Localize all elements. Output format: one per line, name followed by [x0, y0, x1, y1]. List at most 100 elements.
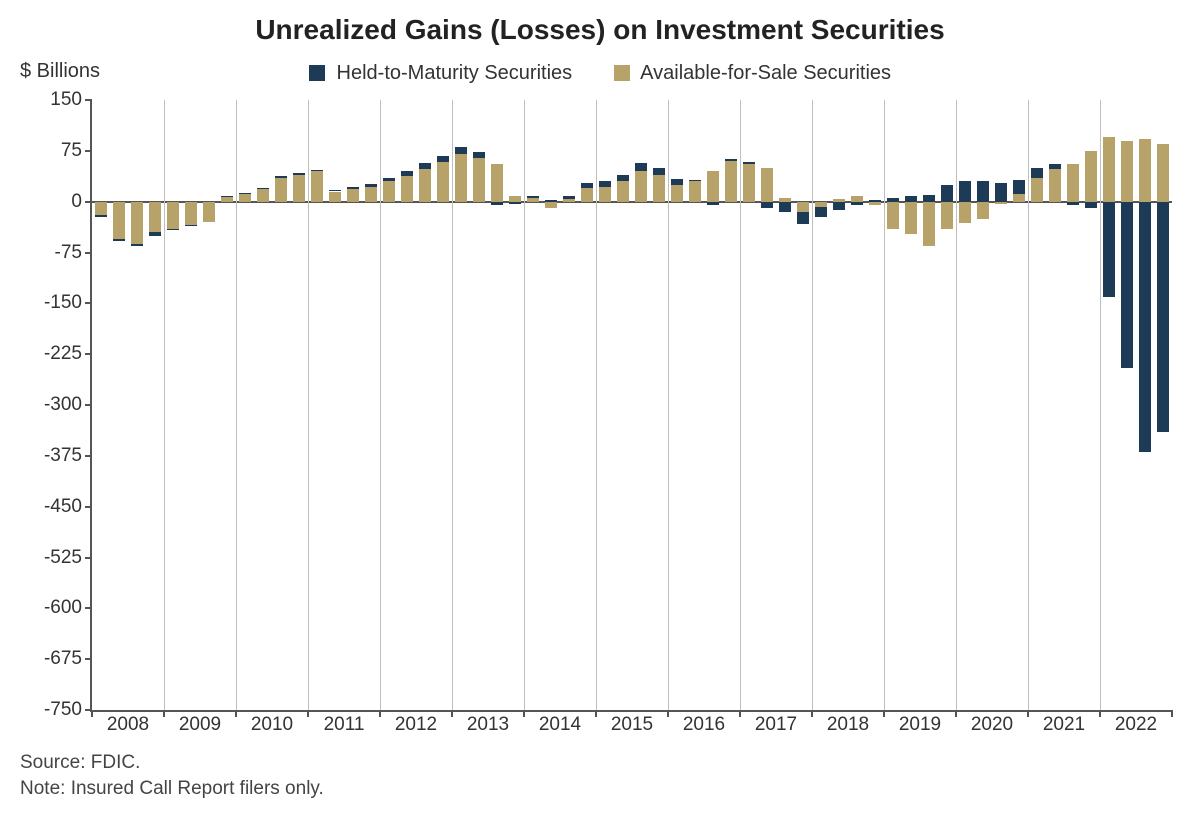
bar-afs [1085, 151, 1098, 202]
bar-htm [365, 184, 378, 187]
ytick-mark [85, 201, 92, 203]
bar-afs [1049, 169, 1062, 202]
bar-afs [725, 161, 738, 202]
legend-label-htm: Held-to-Maturity Securities [337, 62, 573, 84]
bar-htm [1139, 202, 1152, 453]
legend-item-afs: Available-for-Sale Securities [614, 62, 891, 85]
bar-htm [293, 173, 306, 174]
bar-afs [257, 189, 270, 201]
xaxis-year-label: 2022 [1115, 714, 1157, 736]
bar-htm [455, 147, 468, 154]
bar-afs [563, 199, 576, 202]
ytick-mark [85, 506, 92, 508]
bar-htm [329, 190, 342, 191]
bar-htm [347, 187, 360, 189]
ytick-label: -300 [12, 394, 82, 416]
xaxis-tick [235, 710, 237, 717]
bar-afs [887, 202, 900, 229]
bar-htm [221, 196, 234, 197]
year-gridline [596, 100, 597, 710]
bar-afs [1157, 144, 1170, 202]
year-gridline [1100, 100, 1101, 710]
bar-htm [725, 159, 738, 161]
year-gridline [668, 100, 669, 710]
ytick-mark [85, 404, 92, 406]
bar-afs [1067, 164, 1080, 201]
bar-afs [455, 154, 468, 201]
bar-htm [185, 225, 198, 226]
bar-htm [473, 152, 486, 157]
bar-htm [1067, 202, 1080, 205]
xaxis-tick [379, 710, 381, 717]
ytick-label: 150 [12, 89, 82, 111]
bar-htm [113, 239, 126, 241]
bar-afs [545, 202, 558, 209]
bar-afs [599, 187, 612, 202]
ytick-mark [85, 150, 92, 152]
bar-afs [221, 196, 234, 201]
bar-afs [653, 175, 666, 202]
footer-source: Source: FDIC. [20, 752, 140, 774]
xaxis-tick [739, 710, 741, 717]
bar-afs [275, 178, 288, 202]
bar-afs [527, 198, 540, 202]
ytick-label: -750 [12, 699, 82, 721]
xaxis-tick [451, 710, 453, 717]
bar-afs [329, 192, 342, 202]
bar-htm [653, 168, 666, 175]
ytick-mark [85, 658, 92, 660]
xaxis-tick [91, 710, 93, 717]
bar-afs [167, 202, 180, 229]
bar-afs [869, 202, 882, 205]
xaxis-year-label: 2018 [827, 714, 869, 736]
xaxis-year-label: 2017 [755, 714, 797, 736]
bar-htm [1013, 180, 1026, 194]
bar-afs [959, 202, 972, 224]
bar-afs [743, 164, 756, 201]
bar-afs [311, 171, 324, 202]
bar-htm [167, 229, 180, 230]
bar-afs [635, 171, 648, 202]
bar-afs [581, 188, 594, 202]
xaxis-tick [955, 710, 957, 717]
bar-afs [419, 169, 432, 202]
year-gridline [740, 100, 741, 710]
ytick-label: 75 [12, 140, 82, 162]
year-gridline [164, 100, 165, 710]
bar-afs [149, 202, 162, 233]
bar-htm [923, 195, 936, 202]
bar-afs [131, 202, 144, 244]
bar-htm [833, 202, 846, 210]
bar-htm [1121, 202, 1134, 368]
bar-afs [1031, 178, 1044, 202]
bar-afs [491, 164, 504, 201]
bar-afs [1139, 139, 1152, 201]
bar-afs [95, 202, 108, 216]
bar-afs [437, 162, 450, 201]
xaxis-year-label: 2010 [251, 714, 293, 736]
legend-swatch-htm [309, 65, 325, 81]
bar-htm [1103, 202, 1116, 297]
chart-container: Unrealized Gains (Losses) on Investment … [0, 0, 1200, 816]
bar-afs [203, 202, 216, 222]
bar-htm [239, 193, 252, 194]
bar-afs [977, 202, 990, 219]
ytick-mark [85, 99, 92, 101]
bar-afs [995, 202, 1008, 204]
legend-label-afs: Available-for-Sale Securities [640, 62, 891, 84]
bar-afs [923, 202, 936, 246]
bar-afs [401, 176, 414, 202]
zero-line [92, 201, 1172, 203]
xaxis-tick [811, 710, 813, 717]
bar-afs [671, 185, 684, 202]
plot-area: 2008200920102011201220132014201520162017… [90, 100, 1172, 712]
xaxis-year-label: 2021 [1043, 714, 1085, 736]
bar-afs [941, 202, 954, 229]
bar-htm [689, 180, 702, 181]
chart-title: Unrealized Gains (Losses) on Investment … [0, 14, 1200, 46]
bar-htm [1049, 164, 1062, 169]
year-gridline [452, 100, 453, 710]
bar-htm [401, 171, 414, 176]
ytick-mark [85, 455, 92, 457]
bar-htm [959, 181, 972, 201]
